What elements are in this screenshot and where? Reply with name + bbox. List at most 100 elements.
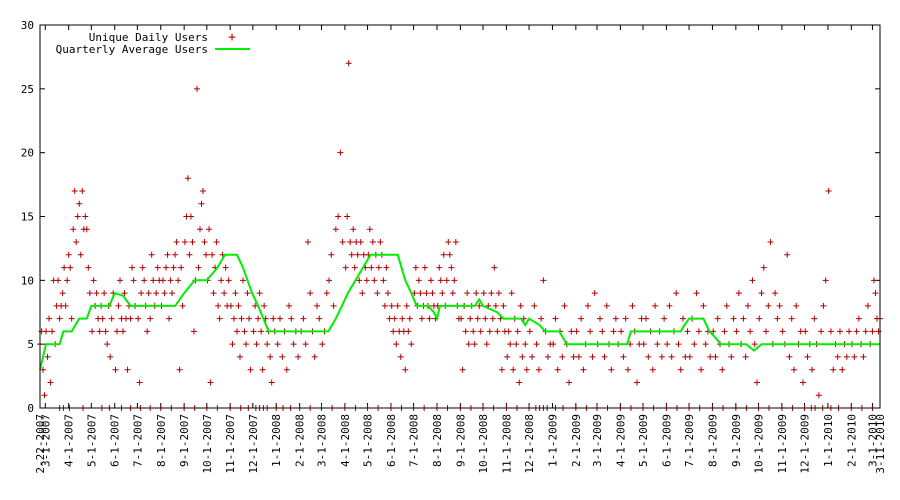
data-point (492, 302, 499, 309)
data-point (342, 264, 349, 271)
data-point (802, 328, 809, 335)
data-point (175, 277, 182, 284)
data-point (538, 315, 545, 322)
legend: Unique Daily Users + Quarterly Average U… (56, 30, 250, 56)
data-point (67, 264, 74, 271)
data-point (408, 341, 415, 348)
data-point (830, 366, 837, 373)
data-point (256, 290, 263, 297)
data-point (589, 353, 596, 360)
data-point (351, 264, 358, 271)
data-point (482, 315, 489, 322)
x-tick-label: 11-1-2009 (776, 414, 789, 474)
data-point (108, 315, 115, 322)
data-point (846, 328, 853, 335)
data-point (760, 264, 767, 271)
data-point (356, 277, 363, 284)
data-point (255, 315, 262, 322)
data-point (531, 302, 538, 309)
data-point (763, 328, 770, 335)
data-point (46, 315, 53, 322)
data-point (225, 277, 232, 284)
data-point (264, 341, 271, 348)
data-point (344, 213, 351, 220)
data-point (550, 341, 557, 348)
data-point (43, 328, 50, 335)
x-tick-label: 3-1-2010 (866, 414, 879, 467)
data-point (274, 341, 281, 348)
x-tick-label: 9-1-2008 (454, 414, 467, 467)
data-point (554, 366, 561, 373)
data-point (233, 328, 240, 335)
legend-marker-unique-daily-users: + (228, 30, 236, 45)
data-point (247, 366, 254, 373)
data-point (384, 290, 391, 297)
data-point (246, 315, 253, 322)
data-point (686, 353, 693, 360)
data-point (397, 353, 404, 360)
data-point (486, 328, 493, 335)
data-point (117, 277, 123, 284)
data-point (535, 366, 542, 373)
data-point (742, 353, 749, 360)
data-point (668, 353, 675, 360)
data-point (390, 328, 397, 335)
data-point (612, 315, 619, 322)
data-point (489, 315, 496, 322)
data-point (193, 85, 200, 92)
data-point (354, 251, 361, 258)
data-point (302, 341, 309, 348)
data-point (209, 251, 216, 258)
data-point (439, 290, 446, 297)
x-tick-label: 10-1-2007 (201, 414, 214, 474)
data-point (176, 366, 183, 373)
data-point (286, 302, 293, 309)
data-point (135, 315, 142, 322)
data-point (363, 277, 370, 284)
data-point (822, 277, 829, 284)
data-point (348, 251, 355, 258)
data-point (507, 341, 514, 348)
x-tick-label: 10-1-2009 (752, 414, 765, 474)
data-point (465, 341, 472, 348)
data-point (820, 302, 827, 309)
data-point (86, 290, 93, 297)
data-point (633, 379, 640, 386)
data-point (446, 251, 453, 258)
data-point (59, 290, 66, 297)
data-point (587, 328, 594, 335)
data-point (253, 341, 260, 348)
data-point (437, 277, 444, 284)
data-point (702, 341, 709, 348)
data-point (473, 290, 480, 297)
data-point (187, 213, 194, 220)
data-point (68, 315, 75, 322)
data-point (153, 290, 160, 297)
data-point (339, 239, 346, 246)
data-point (488, 290, 495, 297)
data-point (730, 315, 737, 322)
data-point (144, 328, 151, 335)
data-point (121, 290, 128, 297)
data-point (756, 315, 763, 322)
data-point (235, 302, 242, 309)
data-point (658, 353, 665, 360)
data-point (684, 328, 691, 335)
data-point (500, 302, 507, 309)
legend-label-quarterly-average-users: Quarterly Average Users (56, 43, 208, 56)
data-point (415, 277, 422, 284)
data-point (326, 277, 333, 284)
data-point (640, 341, 647, 348)
data-point (839, 366, 846, 373)
data-point (753, 379, 760, 386)
data-point (85, 264, 92, 271)
data-point (71, 187, 78, 194)
data-point (369, 239, 376, 246)
data-point (818, 328, 825, 335)
data-point (749, 277, 756, 284)
data-point (570, 353, 577, 360)
data-point (526, 328, 533, 335)
data-point (189, 239, 196, 246)
y-tick-label: 0 (27, 402, 34, 415)
data-point (405, 328, 412, 335)
